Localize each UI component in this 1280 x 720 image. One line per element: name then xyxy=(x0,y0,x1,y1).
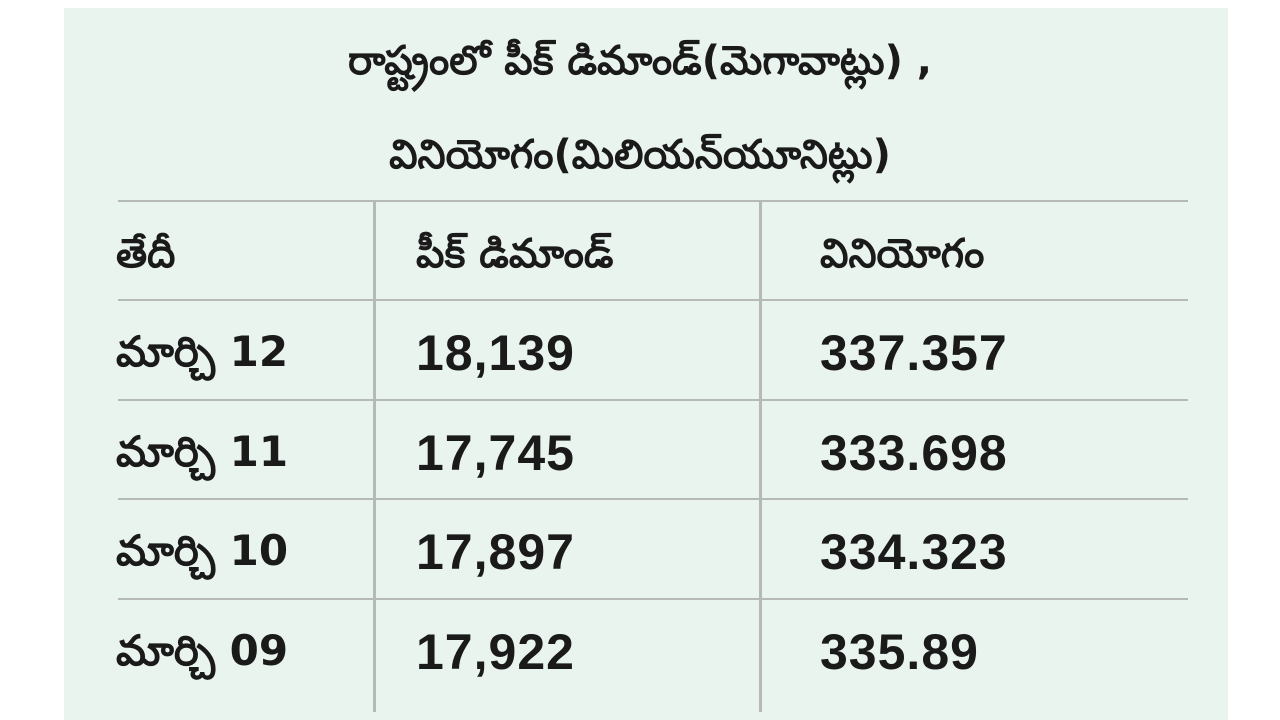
column-divider xyxy=(373,200,376,712)
row-date: మార్చి 10 xyxy=(116,526,289,575)
row-usage: 334.323 xyxy=(820,524,1008,580)
title-line-1: రాష్ట్రంలో పీక్‌ డిమాండ్‌(మెగావాట్లు) , xyxy=(347,38,932,84)
infographic-panel xyxy=(64,8,1228,720)
row-divider xyxy=(118,399,1188,401)
row-usage: 335.89 xyxy=(820,624,979,680)
row-usage: 337.357 xyxy=(820,325,1008,381)
row-date: మార్చి 09 xyxy=(116,626,289,675)
column-divider xyxy=(759,200,762,712)
row-divider xyxy=(118,598,1188,600)
row-peak-demand: 18,139 xyxy=(416,325,575,381)
row-peak-demand: 17,897 xyxy=(416,524,575,580)
header-peak-demand: పీక్‌ డిమాండ్‌ xyxy=(416,231,614,277)
row-peak-demand: 17,922 xyxy=(416,624,575,680)
header-bottom-rule xyxy=(118,299,1188,301)
title-line-2: వినియోగం(మిలియన్‌యూనిట్లు) xyxy=(389,132,891,178)
row-date: మార్చి 12 xyxy=(116,327,289,376)
header-date: తేదీ xyxy=(116,231,176,277)
table-top-rule xyxy=(118,200,1188,202)
header-usage: వినియోగం xyxy=(820,231,985,277)
row-peak-demand: 17,745 xyxy=(416,425,575,481)
row-date: మార్చి 11 xyxy=(116,427,289,476)
row-usage: 333.698 xyxy=(820,425,1008,481)
row-divider xyxy=(118,498,1188,500)
